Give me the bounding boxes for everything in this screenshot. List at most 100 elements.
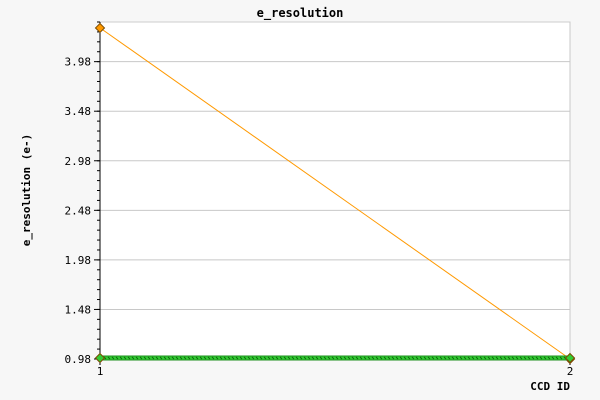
- series-texture-mark: [287, 356, 291, 360]
- series-texture-mark: [455, 356, 459, 360]
- series-texture-mark: [531, 356, 535, 360]
- y-tick-label: 3.98: [65, 56, 92, 69]
- series-texture-mark: [259, 356, 263, 360]
- series-texture-mark: [247, 356, 251, 360]
- series-texture-mark: [535, 356, 539, 360]
- series-texture-mark: [443, 356, 447, 360]
- series-texture-mark: [315, 356, 319, 360]
- series-texture-mark: [327, 356, 331, 360]
- series-texture-mark: [195, 356, 199, 360]
- series-texture-mark: [395, 356, 399, 360]
- series-texture-mark: [323, 356, 327, 360]
- data-point: [94, 22, 106, 34]
- series: [94, 22, 576, 365]
- series-texture-mark: [375, 356, 379, 360]
- series-texture-mark: [551, 356, 555, 360]
- series-texture-mark: [487, 356, 491, 360]
- series-texture-mark: [295, 356, 299, 360]
- series-texture-mark: [499, 356, 503, 360]
- series-texture-mark: [291, 356, 295, 360]
- series-texture-mark: [419, 356, 423, 360]
- series-texture-mark: [371, 356, 375, 360]
- series-texture-mark: [123, 356, 127, 360]
- series-texture-mark: [399, 356, 403, 360]
- series-texture-mark: [271, 356, 275, 360]
- grid-lines: [100, 22, 571, 359]
- series-texture-mark: [359, 356, 363, 360]
- series-texture-mark: [235, 356, 239, 360]
- series-texture-mark: [503, 356, 507, 360]
- series-texture-mark: [311, 356, 315, 360]
- series-texture-mark: [211, 356, 215, 360]
- series-texture-mark: [171, 356, 175, 360]
- series-texture-mark: [335, 356, 339, 360]
- series-texture-mark: [115, 356, 119, 360]
- series-texture-mark: [343, 356, 347, 360]
- series-texture-mark: [107, 356, 111, 360]
- series-texture-mark: [491, 356, 495, 360]
- series-texture-mark: [119, 356, 123, 360]
- series-texture-mark: [163, 356, 167, 360]
- series-texture-mark: [251, 356, 255, 360]
- series-texture-mark: [339, 356, 343, 360]
- series-texture-mark: [383, 356, 387, 360]
- y-tick-label: 1.48: [65, 303, 92, 316]
- y-tick-label: 3.48: [65, 105, 92, 118]
- series-texture-mark: [507, 356, 511, 360]
- series-texture-mark: [483, 356, 487, 360]
- series-texture-mark: [319, 356, 323, 360]
- series-texture-mark: [135, 356, 139, 360]
- series-texture-mark: [407, 356, 411, 360]
- series-texture-mark: [479, 356, 483, 360]
- series-texture-mark: [111, 356, 115, 360]
- plot-area: [99, 21, 571, 360]
- series-texture-mark: [519, 356, 523, 360]
- series-texture-mark: [203, 356, 207, 360]
- series-texture-mark: [447, 356, 451, 360]
- y-tick-label: 2.98: [65, 155, 92, 168]
- series-texture-mark: [431, 356, 435, 360]
- series-texture-mark: [467, 356, 471, 360]
- series-texture-mark: [415, 356, 419, 360]
- series-texture-mark: [379, 356, 383, 360]
- series-texture-mark: [155, 356, 159, 360]
- series-texture-mark: [351, 356, 355, 360]
- series-texture-mark: [527, 356, 531, 360]
- series-texture-mark: [387, 356, 391, 360]
- series-texture-mark: [231, 356, 235, 360]
- series-texture-mark: [495, 356, 499, 360]
- series-texture-mark: [215, 356, 219, 360]
- series-texture-mark: [175, 356, 179, 360]
- series-texture-mark: [167, 356, 171, 360]
- series-texture-mark: [427, 356, 431, 360]
- series-texture-mark: [547, 356, 551, 360]
- series-texture-mark: [355, 356, 359, 360]
- y-tick-label: 0.98: [65, 353, 92, 366]
- series-texture-mark: [267, 356, 271, 360]
- series-texture-mark: [147, 356, 151, 360]
- series-texture-mark: [423, 356, 427, 360]
- series-texture-mark: [131, 356, 135, 360]
- series-texture-mark: [283, 356, 287, 360]
- series-texture-mark: [219, 356, 223, 360]
- series-texture-mark: [299, 356, 303, 360]
- x-tick-label: 2: [567, 365, 574, 378]
- series-texture-mark: [451, 356, 455, 360]
- series-texture-mark: [207, 356, 211, 360]
- series-texture-mark: [159, 356, 163, 360]
- series-texture-mark: [127, 356, 131, 360]
- series-texture-mark: [183, 356, 187, 360]
- data-point: [94, 352, 106, 364]
- series-texture-mark: [243, 356, 247, 360]
- series-texture-mark: [307, 356, 311, 360]
- series-texture-mark: [187, 356, 191, 360]
- series-texture-mark: [151, 356, 155, 360]
- series-texture-mark: [475, 356, 479, 360]
- x-tick-label: 1: [97, 365, 104, 378]
- series-texture-mark: [391, 356, 395, 360]
- series-texture-mark: [511, 356, 515, 360]
- series-texture-mark: [275, 356, 279, 360]
- series-texture-mark: [411, 356, 415, 360]
- series-texture-mark: [191, 356, 195, 360]
